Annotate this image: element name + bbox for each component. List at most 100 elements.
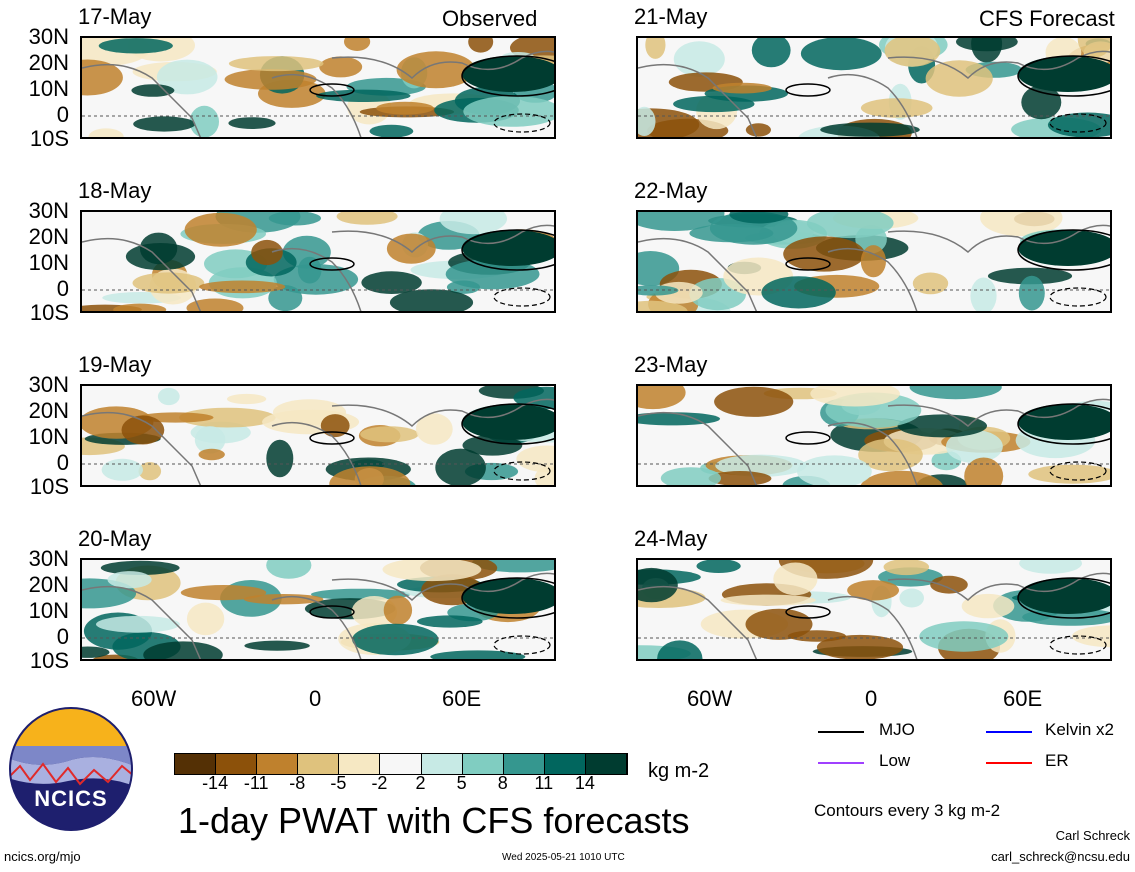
mjo-contour — [309, 257, 355, 271]
pwat-anomaly-blob — [186, 298, 244, 311]
logo-text: NCICS — [34, 786, 108, 811]
pwat-anomaly-blob — [787, 630, 846, 642]
legend-line-kelvin — [986, 731, 1032, 733]
pwat-anomaly-blob — [113, 303, 167, 311]
pwat-anomaly-blob — [268, 285, 303, 311]
lat-label: 20N — [28, 224, 69, 249]
colorbar-swatch — [585, 754, 628, 774]
coastline — [638, 50, 1110, 137]
pwat-anomaly-blob — [783, 236, 865, 272]
pwat-anomaly-blob — [1047, 112, 1110, 137]
pwat-anomaly-blob — [244, 640, 310, 651]
pwat-anomaly-blob — [1018, 56, 1110, 92]
mjo-contour — [309, 605, 355, 619]
mjo-contour — [785, 257, 831, 271]
pwat-anomaly-blob — [184, 212, 257, 247]
pwat-map — [638, 212, 1110, 311]
pwat-anomaly-blob — [376, 101, 434, 115]
pwat-anomaly-blob — [712, 82, 772, 94]
pwat-anomaly-blob — [389, 289, 474, 311]
colorbar-tick-label: 5 — [456, 773, 467, 793]
pwat-anomaly-blob — [638, 412, 720, 426]
lat-label: 30N — [28, 372, 69, 397]
pwat-anomaly-blob — [226, 393, 267, 405]
pwat-anomaly-blob — [800, 38, 882, 71]
pwat-anomaly-blob — [228, 117, 276, 129]
colorbar-swatch — [544, 754, 586, 774]
pwat-anomaly-blob — [462, 435, 523, 456]
lat-label: 20N — [28, 572, 69, 597]
colorbar-swatch — [339, 754, 381, 774]
pwat-anomaly-blob — [101, 458, 143, 481]
colorbar-swatch — [175, 754, 217, 774]
pwat-map — [82, 38, 554, 137]
lon-label: 60W — [687, 686, 733, 711]
lat-label: 30N — [28, 24, 69, 49]
pwat-map — [82, 212, 554, 311]
colorbar-swatch — [380, 754, 422, 774]
pwat-anomaly-blob — [316, 89, 411, 102]
date-label: 23-May — [634, 352, 708, 377]
coastline — [82, 398, 554, 485]
pwat-anomaly-blob — [383, 595, 413, 625]
pwat-anomaly-blob — [971, 38, 1003, 63]
mjo-contour-negative — [1049, 635, 1107, 655]
lat-label: 0 — [56, 624, 69, 649]
pwat-map — [638, 386, 1110, 485]
pwat-anomaly-blob — [751, 38, 791, 68]
date-label: 18-May — [78, 178, 152, 203]
lat-label: 10S — [29, 300, 69, 325]
colorbar-tick-label: 11 — [534, 773, 554, 793]
pwat-anomaly-blob — [980, 212, 1063, 237]
footer-url[interactable]: ncics.org/mjo — [4, 849, 81, 864]
pwat-anomaly-blob — [199, 280, 286, 294]
pwat-anomaly-blob — [912, 272, 949, 295]
pwat-anomaly-blob — [329, 466, 411, 485]
pwat-anomaly-blob — [1028, 464, 1110, 484]
map-panel-observed-3 — [80, 384, 556, 487]
pwat-anomaly-blob — [657, 640, 703, 659]
lat-label: 0 — [56, 450, 69, 475]
pwat-map — [638, 38, 1110, 137]
coastline — [82, 224, 554, 311]
pwat-anomaly-blob — [860, 470, 943, 485]
mjo-contour — [1017, 403, 1110, 445]
mjo-contour-negative — [493, 113, 551, 133]
pwat-anomaly-blob — [1018, 578, 1110, 614]
pwat-anomaly-blob — [946, 430, 1003, 463]
pwat-anomaly-blob — [729, 212, 789, 224]
pwat-anomaly-blob — [638, 106, 656, 136]
date-label: 22-May — [634, 178, 708, 203]
mjo-contour — [461, 229, 554, 271]
pwat-anomaly-blob — [806, 212, 894, 239]
pwat-anomaly-blob — [361, 271, 422, 294]
lat-label: 10N — [28, 76, 69, 101]
coastline — [638, 398, 1110, 485]
coastline — [82, 50, 554, 137]
lon-label: 0 — [865, 686, 878, 711]
contour-note: Contours every 3 kg m-2 — [814, 801, 1001, 820]
pwat-anomaly-blob — [638, 567, 678, 603]
pwat-anomaly-blob — [462, 230, 554, 266]
pwat-anomaly-blob — [243, 594, 324, 605]
legend-low: Low — [879, 751, 911, 770]
date-label: 17-May — [78, 4, 152, 29]
mjo-contour — [461, 577, 554, 619]
footer-email[interactable]: carl_schreck@ncsu.edu — [991, 849, 1130, 864]
pwat-anomaly-blob — [899, 588, 924, 608]
pwat-anomaly-blob — [156, 59, 218, 95]
pwat-anomaly-blob — [883, 560, 930, 576]
lat-label: 10N — [28, 250, 69, 275]
pwat-anomaly-blob — [816, 634, 904, 659]
observed-title: Observed — [442, 6, 538, 31]
pwat-anomaly-blob — [311, 588, 411, 601]
mjo-contour — [785, 83, 831, 97]
lon-label: 0 — [309, 686, 322, 711]
pwat-anomaly-blob — [360, 426, 419, 443]
pwat-anomaly-blob — [1077, 38, 1110, 58]
pwat-anomaly-blob — [1018, 275, 1045, 311]
pwat-anomaly-blob — [860, 245, 886, 278]
pwat-anomaly-blob — [131, 84, 175, 97]
pwat-anomaly-blob — [720, 594, 816, 606]
pwat-anomaly-blob — [761, 276, 836, 309]
